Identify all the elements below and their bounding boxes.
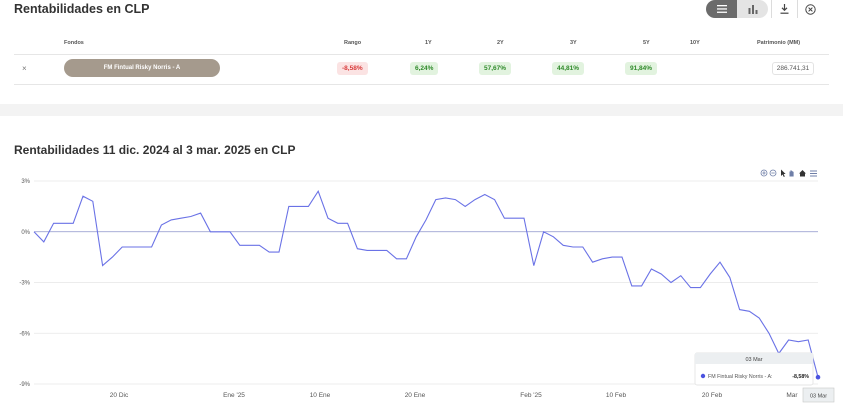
tooltip-series-name: FM Fintual Risky Norris - A: bbox=[708, 374, 772, 380]
list-icon bbox=[716, 5, 727, 13]
toolbar-divider bbox=[797, 0, 798, 18]
x-tick-label: 20 Feb bbox=[702, 392, 723, 399]
column-header-rango: Rango bbox=[344, 40, 362, 46]
column-header-1y: 1Y bbox=[425, 40, 432, 46]
column-header-2y: 2Y bbox=[497, 40, 504, 46]
returns-line-chart[interactable]: 3% 0% -3% -6% -9% 20 Dic Ene '25 10 Ene 20 Ene F… bbox=[0, 116, 843, 420]
chart-toolbar bbox=[760, 169, 817, 178]
crosshair-date: 03 Mar bbox=[810, 394, 827, 400]
x-axis: 20 Dic Ene '25 10 Ene 20 Ene Feb '25 10 Feb 20… bbox=[110, 392, 799, 399]
remove-fund-button[interactable]: × bbox=[22, 64, 27, 73]
table-divider bbox=[14, 84, 829, 85]
x-tick-label: 20 Ene bbox=[405, 392, 426, 399]
page-title: Rentabilidades en CLP bbox=[14, 2, 150, 16]
return-5y-value: 91,84% bbox=[625, 62, 658, 75]
zoom-out-icon[interactable] bbox=[769, 169, 777, 177]
close-button[interactable] bbox=[801, 0, 819, 18]
x-tick-label: Ene '25 bbox=[223, 392, 245, 399]
tooltip-series-marker bbox=[700, 373, 706, 379]
y-tick-label: 3% bbox=[21, 179, 30, 185]
column-header-5y: 5Y bbox=[643, 40, 650, 46]
download-button[interactable] bbox=[775, 0, 793, 18]
home-icon[interactable] bbox=[799, 170, 806, 177]
last-data-point[interactable] bbox=[815, 374, 821, 380]
menu-icon[interactable] bbox=[810, 170, 817, 177]
toolbar-divider bbox=[771, 0, 772, 18]
x-tick-label: Mar bbox=[786, 392, 798, 399]
column-header-fondos: Fondos bbox=[64, 40, 84, 46]
tooltip-value: -8,58% bbox=[792, 374, 809, 380]
column-header-3y: 3Y bbox=[570, 40, 577, 46]
rango-value: -8,58% bbox=[337, 62, 368, 75]
series-line-risky-norris bbox=[33, 189, 819, 378]
x-tick-label: Feb '25 bbox=[520, 392, 542, 399]
list-view-button[interactable] bbox=[706, 0, 737, 18]
chart-tooltip: 03 Mar FM Fintual Risky Norris - A: -8,5… bbox=[694, 352, 814, 386]
x-tick-label: 20 Dic bbox=[110, 392, 129, 399]
table-divider bbox=[14, 54, 829, 55]
view-toggle[interactable] bbox=[706, 0, 768, 18]
returns-chart-card: Rentabilidades 11 dic. 2024 al 3 mar. 20… bbox=[0, 116, 843, 420]
y-tick-label: 0% bbox=[21, 230, 30, 236]
tooltip-date: 03 Mar bbox=[745, 357, 762, 363]
x-tick-label: 10 Feb bbox=[606, 392, 627, 399]
download-icon bbox=[780, 4, 788, 14]
return-2y-value: 57,67% bbox=[479, 62, 512, 75]
return-3y-value: 44,81% bbox=[552, 62, 585, 75]
chart-title: Rentabilidades 11 dic. 2024 al 3 mar. 20… bbox=[14, 143, 296, 157]
chart-view-button[interactable] bbox=[737, 0, 768, 18]
close-circle-icon bbox=[804, 3, 816, 15]
y-axis: 3% 0% -3% -6% -9% bbox=[19, 179, 30, 388]
fund-name-pill[interactable]: FM Fintual Risky Norris - A bbox=[64, 59, 220, 77]
y-tick-label: -3% bbox=[19, 281, 30, 287]
crosshair-x-label: 03 Mar bbox=[802, 387, 835, 403]
bar-chart-icon bbox=[748, 4, 757, 14]
x-tick-label: 10 Ene bbox=[310, 392, 331, 399]
column-header-10y: 10Y bbox=[690, 40, 700, 46]
zoom-in-icon[interactable] bbox=[760, 169, 768, 177]
column-header-patrimonio: Patrimonio (MM) bbox=[757, 40, 801, 46]
selection-cursor-icon[interactable] bbox=[781, 169, 786, 178]
y-tick-label: -9% bbox=[19, 382, 30, 388]
returns-table-card: Rentabilidades en CLP bbox=[0, 0, 843, 104]
chart-grid bbox=[34, 180, 818, 385]
patrimonio-value: 286.741,31 bbox=[772, 62, 814, 75]
pan-hand-icon[interactable] bbox=[789, 170, 794, 177]
y-tick-label: -6% bbox=[19, 331, 30, 337]
return-1y-value: 6,24% bbox=[410, 62, 439, 75]
